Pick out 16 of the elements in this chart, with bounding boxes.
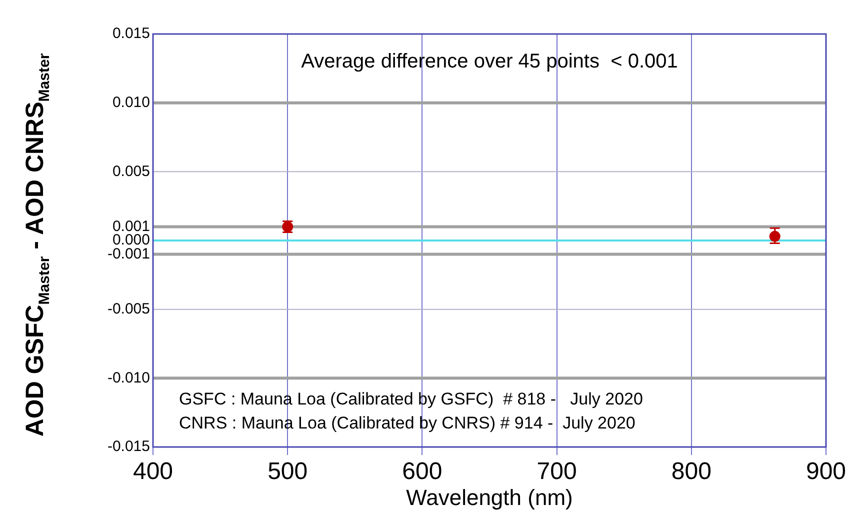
annotation: CNRS : Mauna Loa (Calibrated by CNRS) # 914 - July 2020 bbox=[179, 414, 636, 433]
x-tick-label: 800 bbox=[671, 458, 712, 486]
y-tick-label: 0.010 bbox=[112, 94, 150, 111]
x-tick-label: 700 bbox=[536, 458, 577, 486]
y-tick-label: -0.010 bbox=[107, 369, 150, 386]
x-tick-label: 400 bbox=[132, 458, 174, 486]
y-tick-label: -0.015 bbox=[107, 438, 150, 456]
annotation: GSFC : Mauna Loa (Calibrated by GSFC) # 818 - July 2020 bbox=[179, 390, 643, 409]
x-tick-label: 600 bbox=[402, 458, 442, 486]
y-tick-label: 0.005 bbox=[112, 162, 150, 180]
x-axis-title: Wavelength (nm) bbox=[406, 484, 573, 510]
y-tick-label: -0.005 bbox=[107, 300, 150, 318]
x-tick-label: 900 bbox=[806, 458, 846, 486]
x-tick-label: 500 bbox=[268, 458, 308, 486]
y-tick-label: 0.015 bbox=[112, 25, 150, 42]
annotation: Average difference over 45 points < 0.001 bbox=[301, 50, 678, 73]
